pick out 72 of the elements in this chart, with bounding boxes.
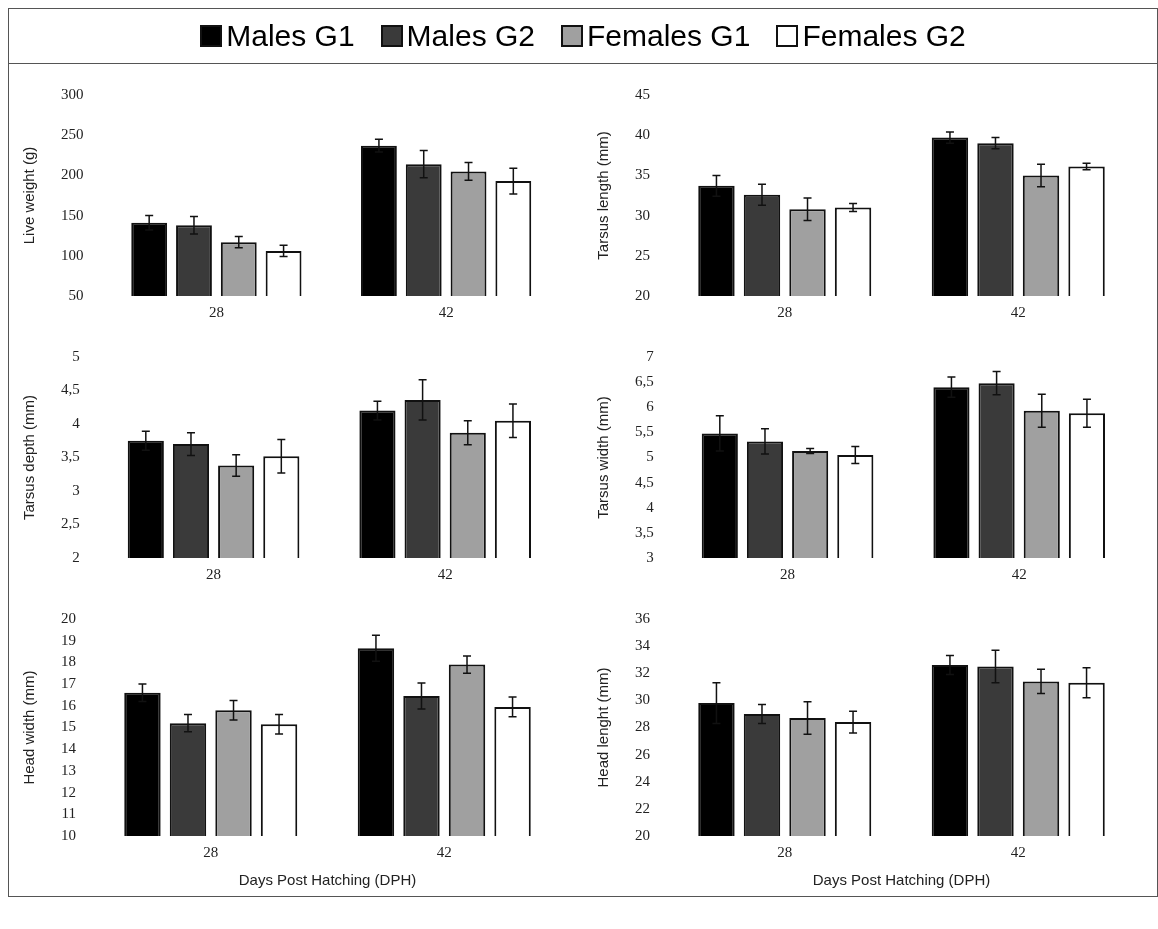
y-tick-label: 24 <box>635 772 651 789</box>
y-tick-label: 250 <box>61 126 84 143</box>
x-tick-label: 42 <box>1010 303 1026 320</box>
y-tick-label: 45 <box>635 85 650 102</box>
y-tick-label: 20 <box>635 286 650 303</box>
y-axis-title: Tarsus length (mm) <box>594 131 612 260</box>
y-tick-label: 40 <box>635 126 650 143</box>
y-tick-label: 32 <box>635 664 650 681</box>
x-axis-title: Days Post Hatching (DPH) <box>812 871 991 889</box>
y-tick-label: 30 <box>635 691 650 708</box>
x-tick-label: 28 <box>780 565 796 582</box>
y-tick-label: 5 <box>72 347 80 364</box>
y-tick-label: 2,5 <box>61 515 80 532</box>
y-tick-label: 20 <box>61 609 76 626</box>
legend-label: Males G1 <box>226 19 355 53</box>
y-axis-title: Tarsus width (mm) <box>594 396 612 519</box>
y-tick-label: 2 <box>72 548 80 565</box>
y-tick-label: 25 <box>635 246 650 263</box>
y-tick-label: 20 <box>635 826 650 843</box>
x-tick-label: 42 <box>1010 843 1026 860</box>
y-tick-label: 22 <box>635 799 650 816</box>
y-axis-title: Tarsus depth (mm) <box>20 394 38 521</box>
y-tick-label: 17 <box>61 675 77 692</box>
y-tick-label: 13 <box>61 761 76 778</box>
y-tick-label: 4,5 <box>635 473 654 490</box>
x-tick-label: 28 <box>777 303 793 320</box>
y-tick-label: 14 <box>61 740 77 757</box>
y-tick-label: 4,5 <box>61 381 80 398</box>
y-tick-label: 4 <box>646 498 655 515</box>
y-tick-label: 30 <box>635 206 650 223</box>
y-tick-label: 11 <box>61 805 76 822</box>
y-tick-label: 35 <box>635 166 650 183</box>
legend-label: Females G1 <box>587 19 751 53</box>
y-tick-label: 6 <box>646 398 655 415</box>
y-tick-label: 200 <box>61 166 84 183</box>
y-tick-label: 300 <box>61 85 84 102</box>
y-tick-label: 100 <box>61 246 84 263</box>
y-tick-label: 34 <box>635 637 651 654</box>
y-tick-label: 28 <box>635 718 650 735</box>
x-tick-label: 28 <box>777 843 793 860</box>
x-tick-label: 28 <box>208 303 224 320</box>
y-tick-label: 3 <box>72 481 80 498</box>
y-axis-title: Head width (mm) <box>20 670 38 785</box>
y-tick-label: 15 <box>61 718 76 735</box>
y-tick-label: 16 <box>61 696 77 713</box>
x-tick-label: 42 <box>436 843 452 860</box>
x-tick-label: 42 <box>438 303 454 320</box>
x-axis-title: Days Post Hatching (DPH) <box>238 871 417 889</box>
y-tick-label: 26 <box>635 745 651 762</box>
y-axis-title: Live weight (g) <box>20 146 38 245</box>
y-tick-label: 12 <box>61 783 76 800</box>
y-tick-label: 36 <box>635 609 651 626</box>
y-tick-label: 150 <box>61 206 84 223</box>
y-tick-label: 7 <box>646 347 655 364</box>
y-tick-label: 6,5 <box>635 373 654 390</box>
y-tick-label: 3,5 <box>635 523 654 540</box>
y-tick-label: 3,5 <box>61 448 80 465</box>
y-tick-label: 4 <box>72 414 81 431</box>
y-tick-label: 3 <box>646 548 654 565</box>
y-axis-title: Head lenght (mm) <box>594 667 612 788</box>
x-tick-label: 42 <box>437 565 453 582</box>
x-tick-label: 42 <box>1011 565 1027 582</box>
y-tick-label: 5,5 <box>635 423 654 440</box>
y-tick-label: 19 <box>61 631 76 648</box>
y-tick-label: 18 <box>61 653 76 670</box>
y-tick-label: 50 <box>68 286 84 303</box>
legend-label: Males G2 <box>406 19 535 53</box>
legend-label: Females G2 <box>802 19 966 53</box>
x-tick-label: 28 <box>206 565 222 582</box>
y-tick-label: 10 <box>61 826 76 843</box>
y-tick-label: 5 <box>646 448 654 465</box>
x-tick-label: 28 <box>203 843 219 860</box>
